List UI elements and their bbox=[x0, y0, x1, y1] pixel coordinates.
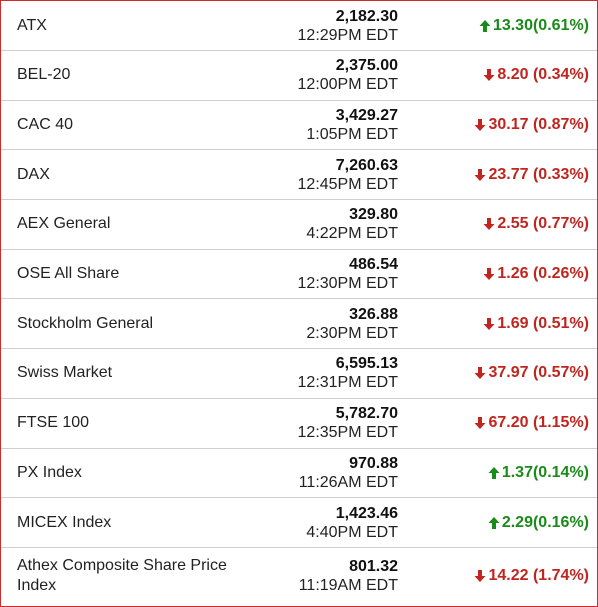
price-cell: 970.88 11:26AM EDT bbox=[299, 454, 398, 492]
change-value: 8.20 (0.34%) bbox=[497, 66, 589, 84]
price-cell: 5,782.70 12:35PM EDT bbox=[298, 404, 398, 442]
index-time: 12:31PM EDT bbox=[297, 374, 398, 392]
change-value: 37.97 (0.57%) bbox=[488, 364, 589, 382]
index-price: 3,429.27 bbox=[335, 107, 398, 125]
arrow-up-icon bbox=[488, 466, 500, 479]
price-cell: 326.88 2:30PM EDT bbox=[306, 305, 398, 343]
index-price: 970.88 bbox=[349, 454, 398, 472]
change-value: 1.26 (0.26%) bbox=[497, 265, 589, 283]
index-change: 14.22 (1.74%) bbox=[474, 567, 589, 585]
change-value: 2.29(0.16%) bbox=[501, 513, 589, 531]
arrow-down-icon bbox=[474, 570, 486, 583]
arrow-down-icon bbox=[474, 119, 486, 132]
price-cell: 3,429.27 1:05PM EDT bbox=[306, 106, 398, 144]
price-cell: 486.54 12:30PM EDT bbox=[298, 255, 398, 293]
index-name[interactable]: BEL-20 bbox=[17, 66, 71, 84]
index-price: 5,782.70 bbox=[335, 405, 398, 423]
index-price: 1,423.46 bbox=[335, 504, 398, 522]
index-name[interactable]: DAX bbox=[17, 165, 50, 183]
table-row: FTSE 100 5,782.70 12:35PM EDT 67.20 (1.1… bbox=[1, 399, 597, 449]
table-row: CAC 40 3,429.27 1:05PM EDT 30.17 (0.87%) bbox=[1, 101, 597, 151]
index-time: 1:05PM EDT bbox=[306, 126, 398, 144]
change-value: 23.77 (0.33%) bbox=[488, 165, 589, 183]
index-change: 30.17 (0.87%) bbox=[474, 116, 589, 134]
arrow-up-icon bbox=[488, 516, 500, 529]
index-name[interactable]: Stockholm General bbox=[17, 314, 154, 332]
index-price: 329.80 bbox=[349, 206, 398, 224]
index-price: 326.88 bbox=[349, 305, 398, 323]
index-time: 12:45PM EDT bbox=[297, 175, 398, 193]
change-value: 67.20 (1.15%) bbox=[488, 414, 589, 432]
table-row: ATX 2,182.30 12:29PM EDT 13.30(0.61%) bbox=[1, 1, 597, 51]
index-name[interactable]: PX Index bbox=[17, 463, 82, 481]
index-change: 37.97 (0.57%) bbox=[474, 364, 589, 382]
index-name[interactable]: Swiss Market bbox=[17, 364, 113, 382]
price-cell: 329.80 4:22PM EDT bbox=[306, 205, 398, 243]
index-price: 801.32 bbox=[349, 558, 398, 576]
price-cell: 2,375.00 12:00PM EDT bbox=[298, 56, 398, 94]
change-value: 30.17 (0.87%) bbox=[488, 116, 589, 134]
table-row: AEX General 329.80 4:22PM EDT 2.55 (0.77… bbox=[1, 200, 597, 250]
arrow-down-icon bbox=[483, 218, 495, 231]
table-row: Athex Composite Share Price Index 801.32… bbox=[1, 548, 597, 605]
table-row: Swiss Market 6,595.13 12:31PM EDT 37.97 … bbox=[1, 349, 597, 399]
index-change: 67.20 (1.15%) bbox=[474, 414, 589, 432]
index-change: 23.77 (0.33%) bbox=[474, 166, 589, 184]
table-row: BEL-20 2,375.00 12:00PM EDT 8.20 (0.34%) bbox=[1, 51, 597, 101]
index-name[interactable]: FTSE 100 bbox=[17, 414, 90, 432]
index-name[interactable]: AEX General bbox=[17, 215, 111, 233]
index-time: 11:26AM EDT bbox=[298, 473, 398, 491]
arrow-down-icon bbox=[483, 317, 495, 330]
index-price: 486.54 bbox=[349, 256, 398, 274]
index-price: 2,375.00 bbox=[335, 57, 398, 75]
index-time: 12:30PM EDT bbox=[297, 275, 398, 293]
index-change: 2.55 (0.77%) bbox=[483, 215, 589, 233]
table-row: Stockholm General 326.88 2:30PM EDT 1.69… bbox=[1, 299, 597, 350]
table-row: OSE All Share 486.54 12:30PM EDT 1.26 (0… bbox=[1, 250, 597, 300]
index-price: 2,182.30 bbox=[335, 7, 398, 25]
index-time: 4:22PM EDT bbox=[306, 225, 398, 243]
index-time: 12:29PM EDT bbox=[297, 26, 398, 44]
index-change: 2.29(0.16%) bbox=[488, 514, 589, 532]
arrow-up-icon bbox=[479, 19, 491, 32]
arrow-down-icon bbox=[474, 417, 486, 430]
index-time: 12:35PM EDT bbox=[297, 424, 398, 442]
price-cell: 7,260.63 12:45PM EDT bbox=[298, 156, 398, 194]
table-row: DAX 7,260.63 12:45PM EDT 23.77 (0.33%) bbox=[1, 150, 597, 201]
table-row: MICEX Index 1,423.46 4:40PM EDT 2.29(0.1… bbox=[1, 498, 597, 548]
price-cell: 1,423.46 4:40PM EDT bbox=[306, 504, 398, 542]
change-value: 1.37(0.14%) bbox=[501, 463, 589, 481]
index-time: 12:00PM EDT bbox=[297, 76, 398, 94]
arrow-down-icon bbox=[474, 367, 486, 380]
index-change: 8.20 (0.34%) bbox=[483, 66, 589, 84]
arrow-down-icon bbox=[483, 69, 495, 82]
index-change: 13.30(0.61%) bbox=[479, 17, 589, 35]
index-name[interactable]: Athex Composite Share Price Index bbox=[17, 557, 227, 595]
index-time: 4:40PM EDT bbox=[306, 523, 398, 541]
arrow-down-icon bbox=[474, 168, 486, 181]
index-price: 7,260.63 bbox=[335, 156, 398, 174]
index-price: 6,595.13 bbox=[335, 355, 398, 373]
index-time: 11:19AM EDT bbox=[298, 577, 398, 595]
price-cell: 6,595.13 12:31PM EDT bbox=[298, 354, 398, 392]
index-name[interactable]: CAC 40 bbox=[17, 116, 74, 134]
index-change: 1.37(0.14%) bbox=[488, 464, 589, 482]
price-cell: 2,182.30 12:29PM EDT bbox=[298, 7, 398, 45]
change-value: 14.22 (1.74%) bbox=[488, 567, 589, 585]
price-cell: 801.32 11:19AM EDT bbox=[299, 557, 398, 595]
change-value: 1.69 (0.51%) bbox=[497, 314, 589, 332]
table-row: PX Index 970.88 11:26AM EDT 1.37(0.14%) bbox=[1, 449, 597, 499]
index-change: 1.69 (0.51%) bbox=[483, 315, 589, 333]
change-value: 2.55 (0.77%) bbox=[497, 215, 589, 233]
index-change: 1.26 (0.26%) bbox=[483, 265, 589, 283]
index-name[interactable]: MICEX Index bbox=[17, 513, 112, 531]
index-name[interactable]: OSE All Share bbox=[17, 265, 120, 283]
arrow-down-icon bbox=[483, 268, 495, 281]
change-value: 13.30(0.61%) bbox=[492, 16, 589, 34]
index-time: 2:30PM EDT bbox=[306, 324, 398, 342]
index-name[interactable]: ATX bbox=[17, 16, 47, 34]
